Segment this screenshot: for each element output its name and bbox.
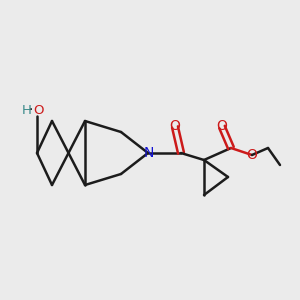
Text: N: N bbox=[144, 146, 154, 160]
Text: O: O bbox=[217, 119, 227, 133]
Text: O: O bbox=[247, 148, 257, 162]
Text: ·: · bbox=[29, 103, 33, 117]
Text: H: H bbox=[22, 103, 32, 116]
Text: O: O bbox=[33, 103, 44, 116]
Text: O: O bbox=[169, 119, 180, 133]
